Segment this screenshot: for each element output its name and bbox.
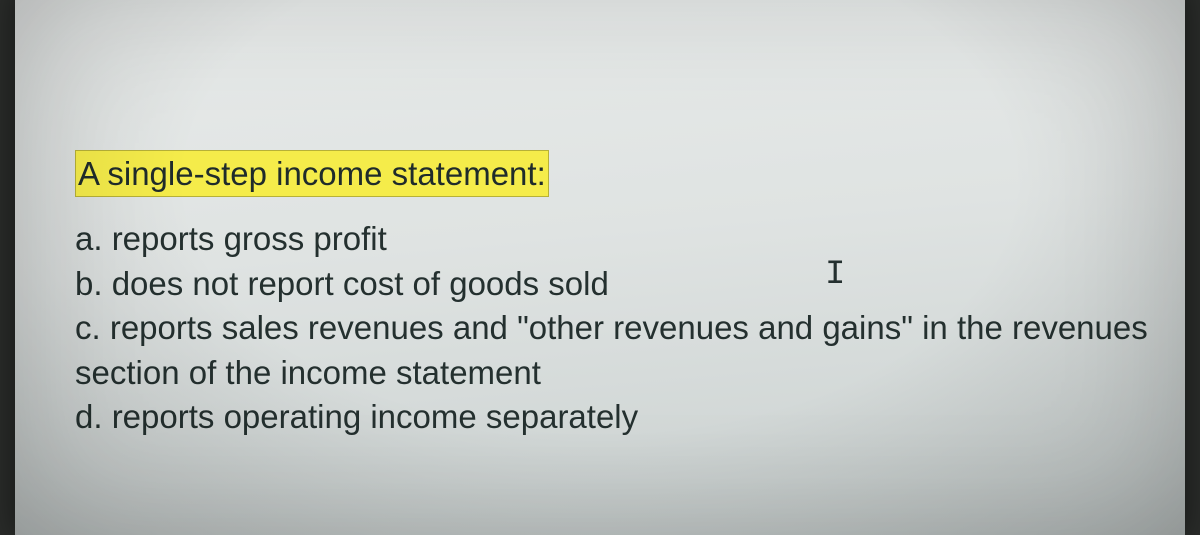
option-a: a. reports gross profit: [75, 217, 1155, 262]
option-d: d. reports operating income separately: [75, 395, 1155, 440]
question-prompt: A single-step income statement:: [75, 150, 549, 197]
text-cursor-icon: I: [825, 256, 847, 294]
document-page: A single-step income statement: a. repor…: [15, 0, 1185, 535]
question-block: A single-step income statement: a. repor…: [75, 150, 1155, 440]
option-c: c. reports sales revenues and "other rev…: [75, 306, 1155, 395]
option-b: b. does not report cost of goods sold: [75, 262, 1155, 307]
answer-options: a. reports gross profit b. does not repo…: [75, 217, 1155, 440]
